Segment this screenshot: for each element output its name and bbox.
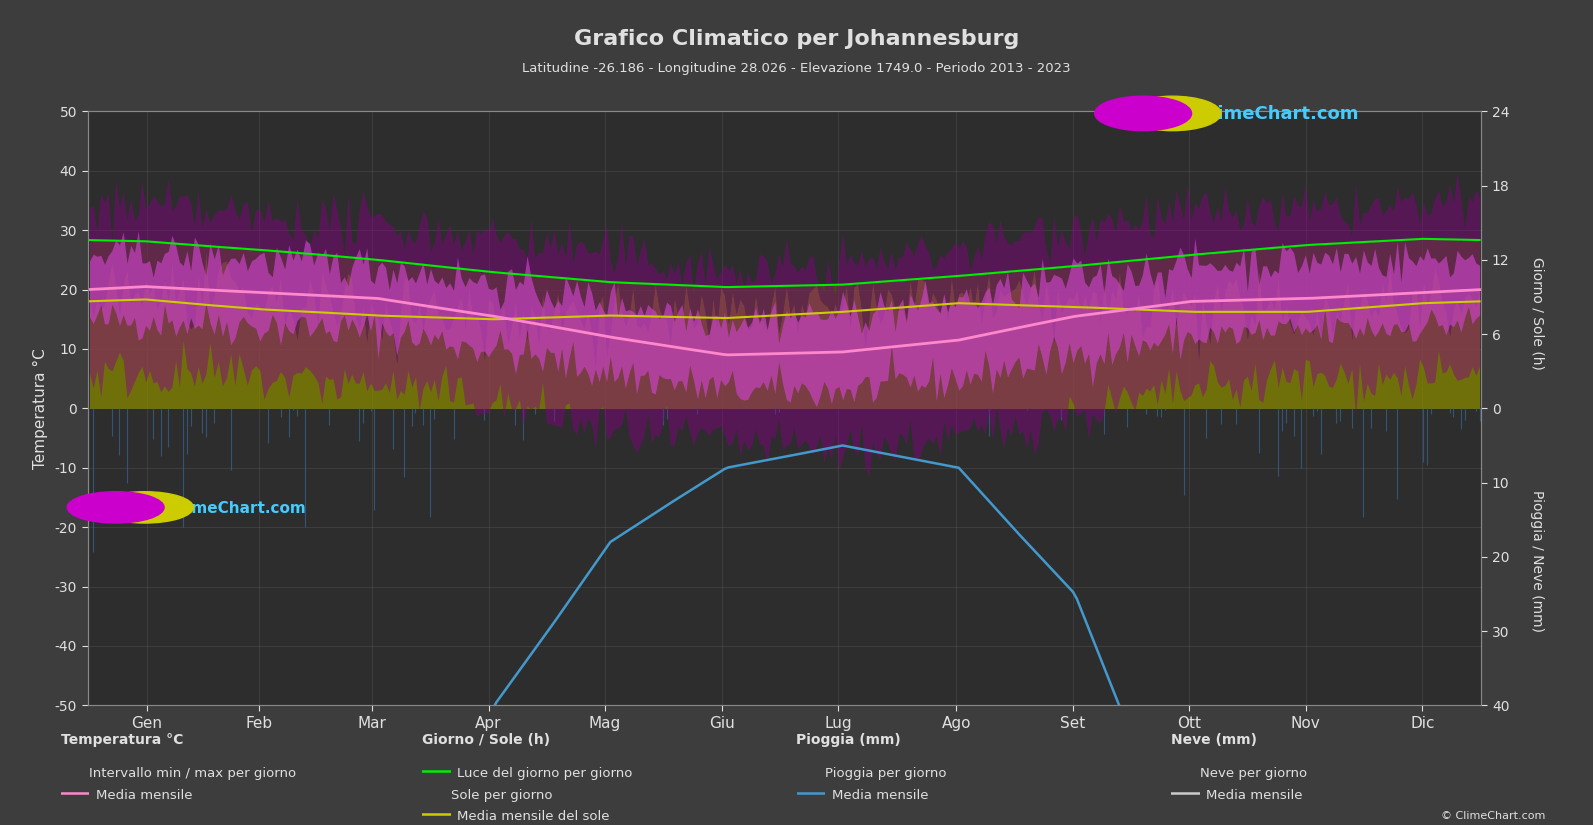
Circle shape (1094, 97, 1192, 130)
Circle shape (97, 492, 193, 523)
Circle shape (1125, 97, 1220, 130)
Text: Pioggia per giorno: Pioggia per giorno (825, 766, 946, 780)
Text: Temperatura °C: Temperatura °C (61, 733, 183, 747)
Text: Pioggia / Neve (mm): Pioggia / Neve (mm) (1531, 490, 1544, 632)
Text: Sole per giorno: Sole per giorno (451, 789, 553, 802)
Text: ClimeChart.com: ClimeChart.com (170, 501, 306, 516)
Text: Media mensile del sole: Media mensile del sole (457, 810, 610, 823)
Text: Media mensile: Media mensile (96, 789, 193, 802)
Text: ClimeChart.com: ClimeChart.com (1198, 106, 1359, 124)
Text: Pioggia (mm): Pioggia (mm) (796, 733, 902, 747)
Text: Latitudine -26.186 - Longitudine 28.026 - Elevazione 1749.0 - Periodo 2013 - 202: Latitudine -26.186 - Longitudine 28.026 … (523, 62, 1070, 75)
Text: Giorno / Sole (h): Giorno / Sole (h) (1531, 257, 1544, 370)
Text: © ClimeChart.com: © ClimeChart.com (1440, 811, 1545, 821)
Text: Grafico Climatico per Johannesburg: Grafico Climatico per Johannesburg (573, 29, 1020, 49)
Text: Giorno / Sole (h): Giorno / Sole (h) (422, 733, 550, 747)
Text: Neve (mm): Neve (mm) (1171, 733, 1257, 747)
Text: Media mensile: Media mensile (1206, 789, 1303, 802)
Text: Luce del giorno per giorno: Luce del giorno per giorno (457, 766, 632, 780)
Circle shape (67, 492, 164, 523)
Text: Neve per giorno: Neve per giorno (1200, 766, 1306, 780)
Text: Intervallo min / max per giorno: Intervallo min / max per giorno (89, 766, 296, 780)
Y-axis label: Temperatura °C: Temperatura °C (33, 348, 48, 469)
Text: Media mensile: Media mensile (832, 789, 929, 802)
